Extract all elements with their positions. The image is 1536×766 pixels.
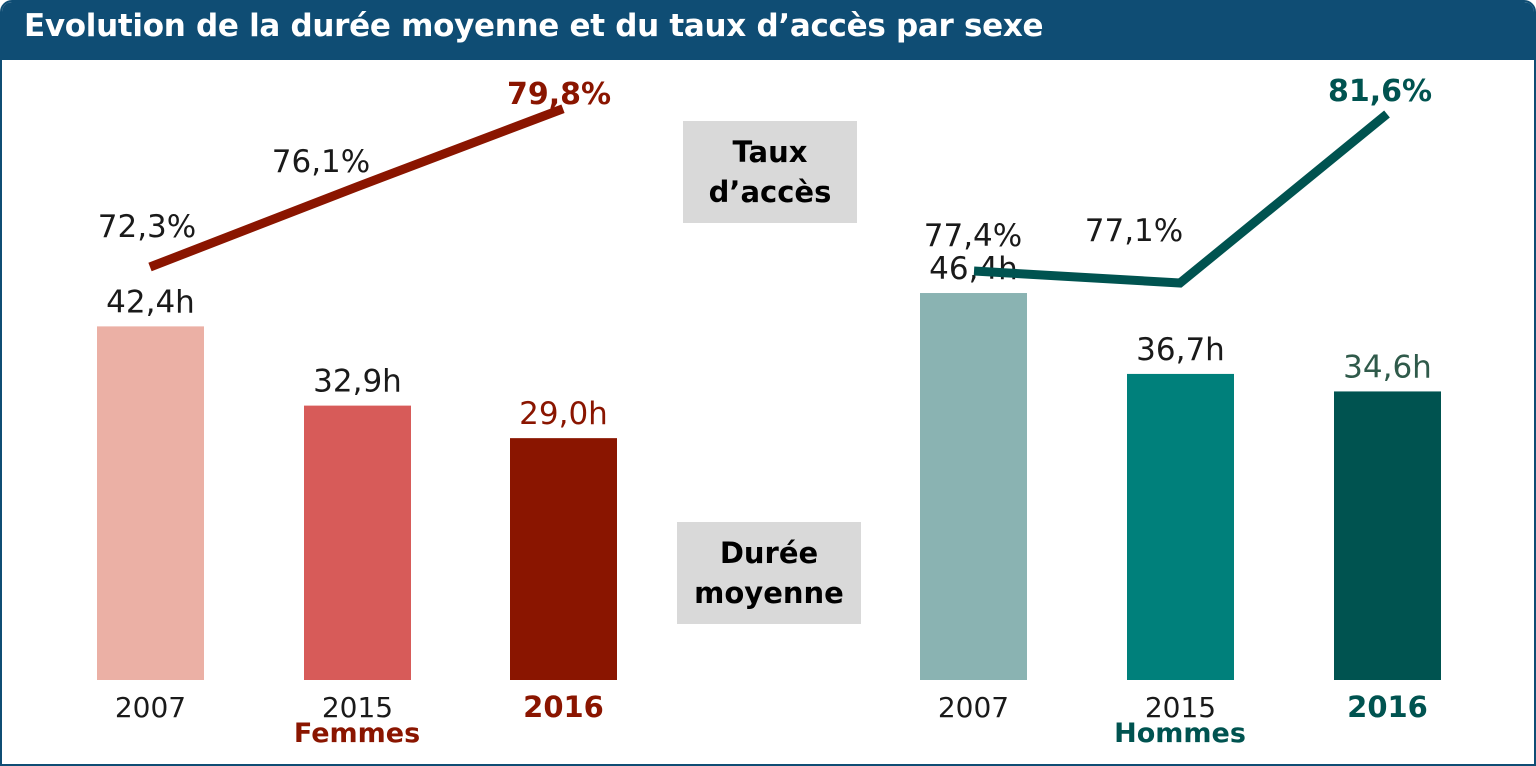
hommes-bar-label-2016: 34,6h xyxy=(1343,349,1432,385)
hommes-rate-label-2016: 81,6% xyxy=(1328,74,1432,109)
femmes-bar-2016 xyxy=(510,438,617,680)
hommes-rate-label-2007: 77,4% xyxy=(924,218,1022,254)
femmes-bar-label-2015: 32,9h xyxy=(313,364,402,400)
hommes-tick-2015: 2015 xyxy=(1145,691,1216,724)
femmes-tick-2016: 2016 xyxy=(523,690,604,724)
femmes-rate-line xyxy=(148,104,565,272)
chart-title: Evolution de la durée moyenne et du taux… xyxy=(24,8,1044,44)
femmes-rate-label-2007: 72,3% xyxy=(98,209,196,245)
legend-taux-line1: Taux xyxy=(732,135,808,169)
hommes-group-label: Hommes xyxy=(1114,718,1246,749)
femmes-rate-label-2015: 76,1% xyxy=(272,144,370,180)
legend-taux-acces: Taux d’accès xyxy=(683,121,857,223)
hommes-rate-line xyxy=(973,110,1390,288)
femmes-tick-2007: 2007 xyxy=(115,691,186,724)
femmes-bar-label-2007: 42,4h xyxy=(106,284,195,320)
femmes-group-label: Femmes xyxy=(294,718,420,749)
legend-duree-line2: moyenne xyxy=(694,576,844,610)
hommes-rate-label-2015: 77,1% xyxy=(1085,213,1183,249)
legend-duree-line1: Durée xyxy=(719,536,819,570)
title-bar: Evolution de la durée moyenne et du taux… xyxy=(2,2,1534,60)
hommes-bar-2016 xyxy=(1334,391,1441,680)
legend-taux-line2: d’accès xyxy=(708,175,832,209)
hommes-tick-2016: 2016 xyxy=(1347,690,1428,724)
hommes-bar-label-2015: 36,7h xyxy=(1136,332,1225,368)
femmes-rate-label-2016: 79,8% xyxy=(507,77,611,112)
femmes-bar-label-2016: 29,0h xyxy=(519,396,608,432)
femmes-tick-2015: 2015 xyxy=(322,691,393,724)
hommes-bar-2007 xyxy=(920,293,1027,680)
hommes-bar-2015 xyxy=(1127,373,1234,680)
femmes-bar-2007 xyxy=(97,326,204,680)
legend-duree-moyenne: Durée moyenne xyxy=(677,522,861,624)
hommes-tick-2007: 2007 xyxy=(938,691,1009,724)
femmes-bar-2015 xyxy=(304,405,411,680)
